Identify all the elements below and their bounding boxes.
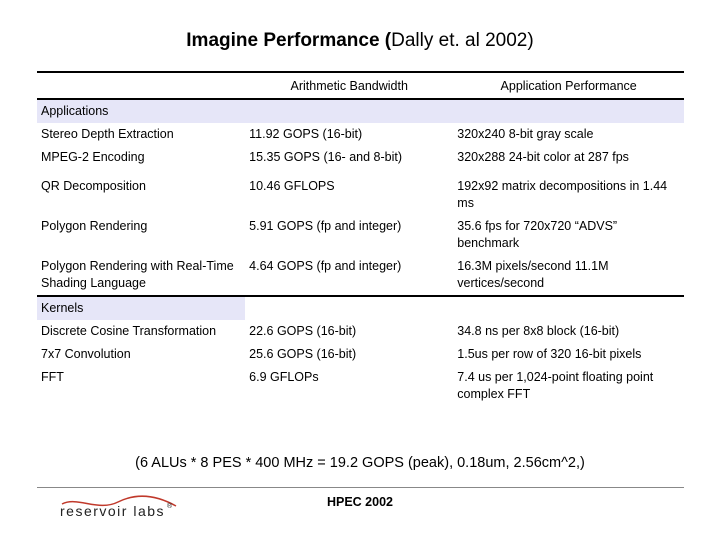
cell-name: Stereo Depth Extraction	[41, 127, 174, 141]
cell-name: FFT	[41, 370, 64, 384]
cell-name: Polygon Rendering	[41, 219, 148, 233]
table-row: MPEG-2 Encoding 15.35 GOPS (16- and 8-bi…	[37, 146, 684, 169]
cell-performance: 320x288 24-bit color at 287 fps	[457, 150, 629, 164]
cell-bandwidth: 10.46 GFLOPS	[249, 179, 335, 193]
cell-bandwidth: 22.6 GOPS (16-bit)	[249, 324, 357, 338]
footer-divider	[37, 487, 684, 488]
header-cell-0	[37, 72, 245, 99]
cell-bandwidth: 15.35 GOPS (16- and 8-bit)	[249, 150, 402, 164]
performance-table: Arithmetic Bandwidth Application Perform…	[37, 71, 684, 406]
cell-performance: 320x240 8-bit gray scale	[457, 127, 594, 141]
cell-performance: 34.8 ns per 8x8 block (16-bit)	[457, 324, 620, 338]
cell-performance: 16.3M pixels/second 11.1M vertices/secon…	[457, 259, 609, 290]
section-label: Kernels	[37, 295, 246, 320]
registered-mark: ®	[167, 503, 174, 510]
cell-name: 7x7 Convolution	[41, 347, 131, 361]
table-row: FFT 6.9 GFLOPs 7.4 us per 1,024-point fl…	[37, 366, 684, 406]
title-bold: Imagine Performance (	[186, 30, 392, 51]
cell-name: MPEG-2 Encoding	[41, 150, 145, 164]
header-cell-arithmetic-bandwidth: Arithmetic Bandwidth	[290, 79, 408, 93]
table-row: Discrete Cosine Transformation 22.6 GOPS…	[37, 320, 684, 343]
reservoir-labs-logo: reservoir labs ®	[60, 503, 174, 519]
cell-performance: 7.4 us per 1,024-point floating point co…	[457, 370, 654, 401]
cell-performance: 192x92 matrix decompositions in 1.44 ms	[457, 179, 668, 210]
table-row: Polygon Rendering 5.91 GOPS (fp and inte…	[37, 215, 684, 255]
cell-name: QR Decomposition	[41, 179, 146, 193]
section-blank	[245, 295, 684, 320]
cell-name: Polygon Rendering with Real-Time Shading…	[41, 259, 234, 290]
cell-bandwidth: 6.9 GFLOPs	[249, 370, 319, 384]
cell-bandwidth: 11.92 GOPS (16-bit)	[249, 127, 363, 141]
footnote: (6 ALUs * 8 PES * 400 MHz = 19.2 GOPS (p…	[135, 455, 585, 471]
title-normal: Dally et. al 2002)	[391, 30, 534, 51]
header-row: Arithmetic Bandwidth Application Perform…	[37, 72, 684, 99]
footer-conference: HPEC 2002	[326, 495, 393, 509]
table-row: Stereo Depth Extraction 11.92 GOPS (16-b…	[37, 123, 684, 146]
table-row: Polygon Rendering with Real-Time Shading…	[37, 255, 684, 296]
cell-performance: 35.6 fps for 720x720 “ADVS” benchmark	[457, 219, 618, 250]
section-row-applications: Applications	[37, 98, 684, 123]
reservoir-labs-logo-swoosh	[61, 495, 177, 507]
header-cell-application-performance: Application Performance	[500, 79, 637, 93]
table-row: 7x7 Convolution 25.6 GOPS (16-bit) 1.5us…	[37, 343, 684, 366]
section-row-kernels: Kernels	[37, 295, 684, 320]
table-row: QR Decomposition 10.46 GFLOPS 192x92 mat…	[37, 169, 684, 215]
slide-title: Imagine Performance (Dally et. al 2002)	[0, 30, 720, 52]
cell-performance: 1.5us per row of 320 16-bit pixels	[457, 347, 642, 361]
logo-text: reservoir labs	[60, 503, 166, 519]
cell-bandwidth: 25.6 GOPS (16-bit)	[249, 347, 357, 361]
cell-name: Discrete Cosine Transformation	[41, 324, 217, 338]
section-label: Applications	[37, 98, 684, 123]
cell-bandwidth: 4.64 GOPS (fp and integer)	[249, 259, 402, 273]
cell-bandwidth: 5.91 GOPS (fp and integer)	[249, 219, 402, 233]
